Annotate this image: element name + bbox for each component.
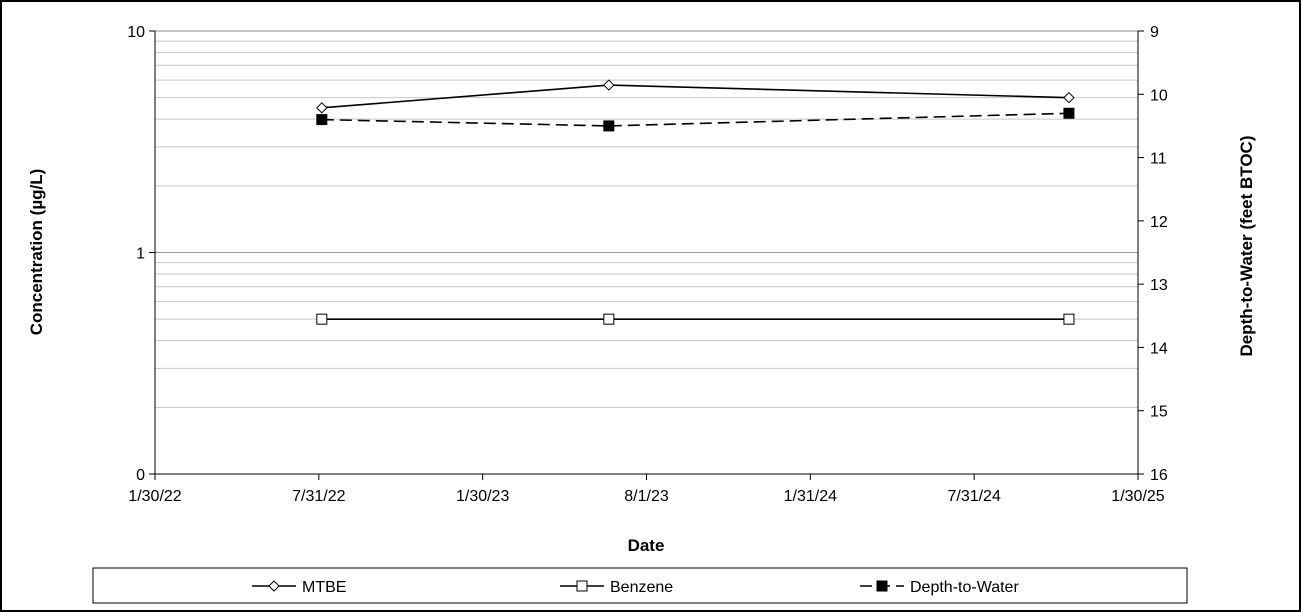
depth-to-water-line xyxy=(321,112,1069,127)
x-tick-label: 1/30/25 xyxy=(1111,488,1164,505)
benzene-point xyxy=(316,313,328,325)
depth-to-water-point xyxy=(603,120,615,132)
y-tick-label: 1 xyxy=(136,246,145,263)
x-tick-label: 8/1/23 xyxy=(624,488,669,505)
mtbe-point xyxy=(316,102,328,114)
legend-mtbe-marker xyxy=(268,580,280,592)
y-tick-label: 10 xyxy=(127,24,145,41)
legend-depth-to-water-marker xyxy=(876,580,888,592)
x-tick-label: 7/31/24 xyxy=(947,488,1000,505)
y2-tick-label: 14 xyxy=(1150,340,1168,357)
y2-tick-label: 9 xyxy=(1150,24,1159,41)
y2-tick-label: 10 xyxy=(1150,87,1168,104)
x-tick-label: 1/31/24 xyxy=(784,488,837,505)
y-axis-title: Concentration (µg/L) xyxy=(27,169,46,336)
x-tick-label: 1/30/22 xyxy=(128,488,181,505)
legend: MTBE Benzene Depth-to-Water xyxy=(252,579,1019,596)
benzene-point xyxy=(1063,313,1075,325)
series xyxy=(316,79,1075,325)
benzene-point xyxy=(603,313,615,325)
depth-to-water-point xyxy=(1063,107,1075,119)
y-tick-label: 0 xyxy=(136,467,145,484)
x-tick-label: 1/30/23 xyxy=(456,488,509,505)
x-axis-title: Date xyxy=(628,536,665,555)
y2-tick-label: 12 xyxy=(1150,214,1168,231)
legend-depth-to-water-label: Depth-to-Water xyxy=(910,579,1019,596)
depth-to-water-point xyxy=(316,114,328,126)
mtbe-point xyxy=(603,79,615,91)
y2-tick-label: 11 xyxy=(1150,151,1167,168)
y2-tick-label: 16 xyxy=(1150,467,1168,484)
legend-benzene-label: Benzene xyxy=(610,579,673,596)
x-tick-label: 7/31/22 xyxy=(292,488,345,505)
legend-mtbe-label: MTBE xyxy=(302,579,346,596)
axes: 0 1 10 9 10 11 12 13 14 15 16 1/30/22 7/31/22 1/30/23… xyxy=(127,24,1168,505)
y2-tick-label: 13 xyxy=(1150,277,1168,294)
legend-benzene-marker xyxy=(576,580,588,592)
y2-axis-title: Depth-to-Water (feet BTOC) xyxy=(1237,136,1256,357)
mtbe-point xyxy=(1063,91,1075,104)
y2-tick-label: 15 xyxy=(1150,404,1168,421)
